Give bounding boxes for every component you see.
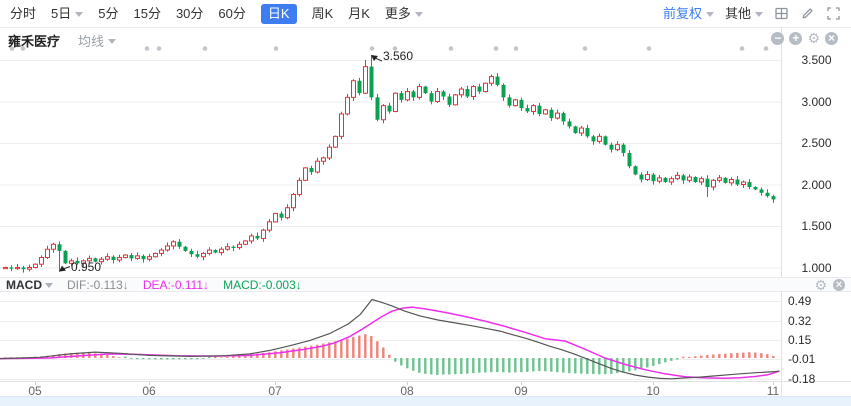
event-dot-icon[interactable] (493, 46, 499, 51)
chevron-down-icon (705, 11, 714, 17)
event-dot-icon[interactable] (9, 46, 15, 51)
macd-axis-label: 0.49 (788, 293, 812, 308)
price-axis-label: 1.000 (801, 260, 832, 275)
layout-grid-icon[interactable] (774, 6, 789, 21)
stock-name: 雍禾医疗 (8, 34, 61, 49)
month-axis-label: 09 (514, 384, 528, 398)
event-dot-icon[interactable] (448, 46, 454, 51)
macd-row-icons: ⚙ × (814, 278, 845, 292)
zoom-in-icon[interactable]: + (789, 31, 803, 45)
event-dot-icon[interactable] (273, 46, 279, 51)
draw-tools-icon[interactable] (800, 6, 815, 21)
dif-value: DIF:-0.113↓ (67, 277, 129, 292)
month-axis-label: 07 (268, 384, 282, 398)
period-tab-label: 分时 (10, 5, 37, 21)
period-tab-label: 周K (311, 5, 334, 21)
toolbar-right: 前复权 其他 (663, 4, 841, 24)
chevron-down-icon (414, 11, 423, 17)
period-tab-0[interactable]: 分时 (10, 4, 36, 24)
price-axis-label: 2.000 (801, 177, 832, 192)
period-tab-2[interactable]: 5分 (98, 4, 118, 24)
macd-close-icon[interactable]: × (833, 278, 845, 291)
price-axis-label: 3.500 (801, 53, 832, 67)
settings-gear-icon[interactable]: ⚙ (807, 30, 820, 46)
event-dot-icon[interactable] (202, 46, 208, 51)
event-dot-icon[interactable] (156, 46, 162, 51)
price-axis-label: 3.000 (801, 94, 832, 109)
chart-header-icons: − + ⚙ × (771, 31, 838, 45)
macd-indicator-row: MACD DIF:-0.113↓ DEA:-0.111↓ MACD:-0.003… (0, 277, 851, 292)
period-tab-label: 15分 (133, 5, 161, 21)
adjust-mode-label: 前复权 (662, 5, 702, 21)
macd-value: MACD:-0.003↓ (223, 277, 302, 292)
month-axis-label: 05 (28, 384, 42, 398)
period-tab-label: 更多 (384, 5, 411, 21)
month-axis-label: 10 (646, 384, 660, 398)
adjust-mode-select[interactable]: 前复权 (663, 4, 714, 24)
event-dot-icon[interactable] (763, 46, 769, 51)
event-dot-icon[interactable] (20, 46, 26, 51)
period-tab-7[interactable]: 周K (312, 4, 334, 24)
period-tab-3[interactable]: 15分 (133, 4, 160, 24)
period-tab-label: 5日 (51, 5, 72, 21)
high-price-annotation: 3.560 (383, 49, 414, 64)
macd-axis-label: 0.32 (788, 313, 812, 328)
macd-indicator-select[interactable]: MACD (6, 278, 53, 292)
period-toolbar: 分时 5日 5分 15分 30分 60分 日K 周K 月K 更多 前复权 其他 (0, 0, 851, 28)
period-tab-label: 5分 (98, 5, 119, 21)
period-tab-4[interactable]: 30分 (176, 4, 203, 24)
event-dot-icon[interactable] (513, 46, 519, 51)
month-axis-label: 08 (400, 384, 414, 398)
month-axis-label: 11 (766, 384, 780, 398)
chevron-down-icon (45, 282, 53, 288)
chevron-down-icon (75, 11, 84, 17)
event-dot-icon[interactable] (582, 46, 588, 51)
price-axis-label: 1.500 (801, 219, 832, 233)
event-dot-icon[interactable] (646, 46, 652, 51)
event-dot-icon[interactable] (369, 46, 375, 51)
period-tab-9[interactable]: 更多 (385, 4, 423, 24)
price-axis-label: 2.500 (801, 136, 832, 150)
period-tab-label: 30分 (175, 5, 204, 21)
macd-settings-gear-icon[interactable]: ⚙ (814, 276, 827, 293)
period-tab-6[interactable]: 日K (260, 3, 297, 24)
fullscreen-icon[interactable] (826, 6, 841, 21)
chevron-down-icon (108, 38, 117, 44)
period-tab-1[interactable]: 5日 (51, 4, 84, 24)
close-icon[interactable]: × (825, 31, 838, 45)
dea-value: DEA:-0.111↓ (142, 277, 210, 292)
zoom-out-icon[interactable]: − (771, 31, 785, 45)
macd-axis-label: -0.18 (788, 372, 816, 387)
macd-axis-label: 0.15 (788, 333, 812, 348)
bottom-scrollbar[interactable] (0, 396, 851, 406)
month-axis-label: 06 (142, 384, 156, 398)
event-dot-icon[interactable] (739, 46, 745, 51)
ma-label: 均线 (78, 34, 105, 49)
event-dot-icon[interactable] (144, 46, 150, 51)
chevron-down-icon (755, 11, 763, 17)
period-tab-label: 60分 (218, 5, 246, 21)
event-dot-icon[interactable] (392, 46, 398, 51)
ma-select[interactable]: 均线 (78, 31, 117, 50)
period-tab-label: 月K (348, 5, 370, 21)
other-select[interactable]: 其他 (725, 4, 763, 24)
macd-axis-label: -0.01 (788, 352, 816, 367)
chart-header: 雍禾医疗 均线 (8, 31, 117, 50)
period-tabs: 分时 5日 5分 15分 30分 60分 日K 周K 月K 更多 (10, 3, 423, 24)
macd-indicator-label: MACD (6, 277, 42, 292)
other-label: 其他 (724, 5, 751, 21)
period-tab-5[interactable]: 60分 (218, 4, 245, 24)
period-tab-8[interactable]: 月K (348, 4, 370, 24)
period-tab-label: 日K (267, 5, 290, 21)
low-price-annotation: 0.950 (71, 259, 102, 274)
